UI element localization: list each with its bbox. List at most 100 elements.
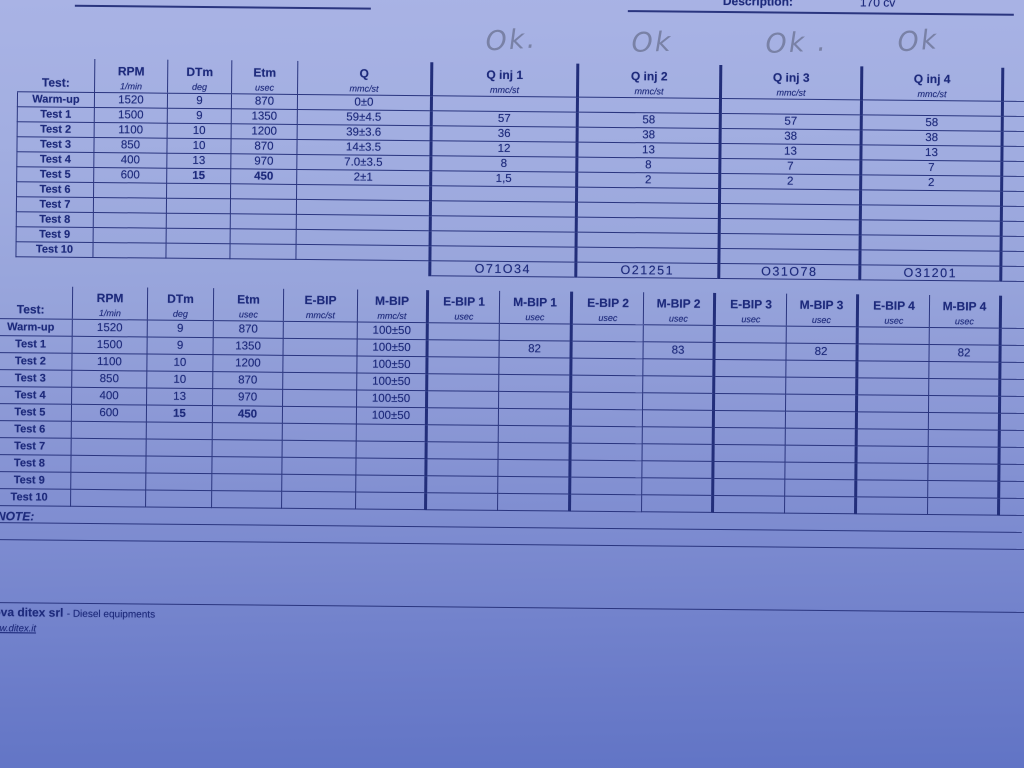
cell	[999, 395, 1024, 414]
cell	[998, 446, 1024, 465]
cell	[712, 494, 785, 513]
cell: 38	[577, 126, 721, 143]
cell	[642, 392, 714, 410]
cell	[713, 443, 786, 462]
cell: 13	[719, 142, 862, 160]
column-header: RPM 1/min	[94, 58, 168, 93]
column-title: E-BIP 1	[443, 293, 485, 309]
cell	[786, 325, 858, 344]
cell	[356, 440, 427, 459]
cell	[719, 202, 861, 220]
handwritten-ok-mark-1: Ok.	[484, 23, 538, 58]
cell: 100±50	[357, 321, 428, 340]
cell	[643, 324, 715, 342]
cell	[642, 358, 714, 376]
cell	[856, 445, 929, 464]
cell	[720, 97, 862, 115]
cell	[570, 408, 643, 427]
cell: 13	[166, 152, 231, 169]
cell: 38	[720, 127, 862, 145]
column-title: E-BIP 3	[730, 296, 772, 312]
row-label: Test 4	[0, 385, 72, 404]
column-header: Q inj 4 mmc/st	[861, 66, 1003, 101]
cell: 0±0	[297, 93, 432, 111]
handwritten-ok-mark-3: Ok .	[764, 26, 829, 61]
column-title: Q inj 4	[913, 71, 951, 86]
cell	[93, 226, 167, 243]
cell: 8	[576, 156, 720, 173]
cell	[999, 361, 1024, 380]
column-unit: usec	[668, 313, 688, 324]
column-header: M-BIP 2 usec	[643, 292, 715, 325]
cell	[296, 228, 431, 246]
column-title: Test:	[41, 74, 70, 90]
cell	[576, 231, 720, 248]
cell	[296, 198, 431, 216]
cell: 39±3.6	[297, 123, 432, 141]
cell	[1001, 205, 1024, 222]
cell: 57	[431, 110, 578, 127]
cell: 9	[167, 92, 232, 109]
cell	[719, 217, 861, 235]
cell	[1000, 250, 1024, 267]
cell	[860, 204, 1002, 221]
column-header: Etm usec	[231, 60, 298, 94]
column-title: M-BIP	[374, 293, 410, 308]
note-line-2	[0, 538, 1024, 550]
cell	[570, 391, 643, 410]
empty-cell	[230, 258, 296, 274]
cell	[998, 463, 1024, 482]
column-title: E-BIP	[304, 292, 337, 307]
injector-serial: O21251	[575, 261, 719, 278]
cell	[212, 439, 283, 457]
cell	[355, 457, 427, 476]
cell	[1001, 190, 1024, 207]
cell	[230, 228, 297, 244]
cell: 870	[230, 138, 298, 154]
column-title: Q	[359, 66, 369, 81]
cell	[282, 354, 358, 373]
cell	[856, 343, 930, 362]
cell	[855, 462, 929, 481]
cell	[282, 405, 357, 424]
website-link: www.ditex.it	[0, 622, 37, 635]
cell	[856, 360, 929, 379]
column-unit: deg	[192, 81, 208, 92]
column-title: Q inj 2	[630, 68, 668, 83]
cell	[281, 490, 356, 509]
cell	[282, 422, 357, 441]
cell	[856, 428, 929, 447]
cell: 1520	[72, 318, 148, 337]
column-header: E-BIP 1 usec	[427, 290, 500, 323]
cell	[928, 395, 1000, 413]
cell	[713, 341, 787, 360]
cell	[212, 422, 283, 440]
cell	[166, 212, 231, 229]
cell: 100±50	[356, 355, 428, 374]
cell	[282, 388, 357, 407]
cell: 1350	[231, 108, 298, 124]
column-unit: usec	[811, 314, 831, 325]
row-label: Test 2	[0, 351, 73, 370]
cell	[70, 488, 146, 507]
cell	[714, 324, 787, 343]
cell	[1001, 145, 1024, 162]
cell: 83	[642, 341, 715, 359]
cell	[713, 426, 786, 445]
cell	[1001, 175, 1024, 192]
column-unit: mmc/st	[349, 82, 379, 94]
cell	[577, 96, 721, 113]
cell	[1002, 115, 1024, 132]
cell: 38	[861, 129, 1003, 146]
cell	[146, 421, 213, 440]
description-label: Description:	[722, 0, 794, 9]
cell	[498, 356, 571, 375]
cell	[497, 458, 571, 477]
column-header: E-BIP 2 usec	[571, 291, 644, 325]
column-header	[1000, 295, 1024, 329]
cell: 15	[166, 167, 231, 184]
cell: 600	[71, 403, 147, 422]
cell	[576, 201, 720, 218]
column-header: E-BIP 3 usec	[714, 292, 787, 326]
